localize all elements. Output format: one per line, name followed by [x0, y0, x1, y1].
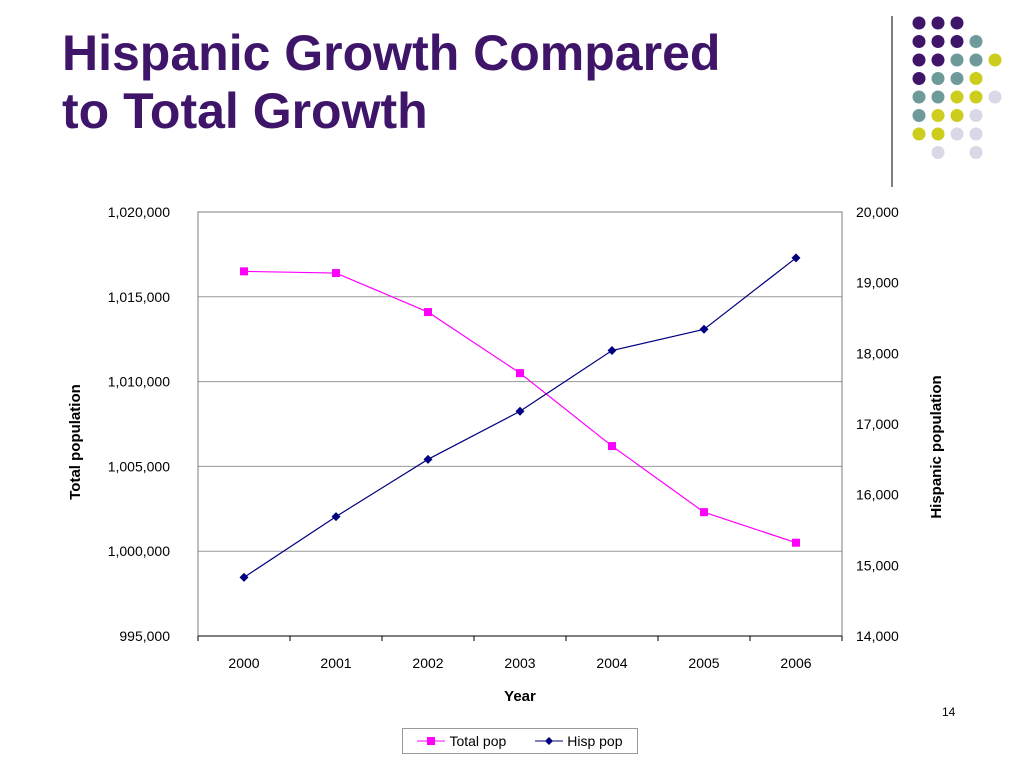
decor-dot	[912, 90, 926, 104]
decor-dot	[950, 127, 964, 141]
decor-dot	[950, 90, 964, 104]
series-line-hisp-pop	[243, 257, 797, 578]
data-point-total-pop	[332, 269, 340, 278]
decor-dot	[931, 146, 945, 159]
data-point-hisp-pop	[791, 253, 801, 263]
data-point-hisp-pop	[331, 512, 341, 522]
decor-dot	[931, 109, 945, 122]
data-point-total-pop	[700, 508, 708, 517]
x-tick-label: 2001	[320, 655, 351, 671]
decor-dot	[912, 35, 926, 48]
x-tick-label: 2006	[780, 655, 811, 671]
decor-dot	[988, 53, 1002, 67]
decor-dot	[931, 16, 945, 30]
title-divider	[891, 16, 893, 187]
legend-label-total-pop: Total pop	[449, 733, 507, 749]
decor-dot	[969, 146, 983, 159]
decor-dot	[931, 35, 945, 48]
title-line-1: Hispanic Growth Compared	[62, 25, 721, 81]
decor-dot	[988, 90, 1002, 104]
decor-dot	[969, 127, 983, 141]
title-line-2: to Total Growth	[62, 83, 428, 139]
decor-dot	[912, 53, 926, 67]
decor-dot	[969, 90, 983, 104]
data-point-total-pop	[516, 369, 524, 378]
x-tick-label: 2004	[596, 655, 627, 671]
y-axis-title: Total population	[67, 384, 84, 500]
data-point-hisp-pop	[515, 406, 525, 416]
data-point-hisp-pop	[699, 324, 709, 334]
decor-dot	[950, 109, 964, 122]
y2-axis-title: Hispanic population	[928, 375, 945, 518]
x-tick-label: 2000	[228, 655, 259, 671]
x-tick-label: 2005	[688, 655, 719, 671]
y2-tick-label: 16,000	[856, 487, 899, 503]
y2-tick-label: 14,000	[856, 628, 899, 644]
y2-tick-label: 19,000	[856, 275, 899, 291]
decor-dot	[950, 72, 964, 85]
legend-marker-diamond	[535, 737, 564, 745]
slide-title: Hispanic Growth Compared to Total Growth	[62, 24, 862, 140]
decor-dot	[931, 53, 945, 67]
decor-dot	[912, 72, 926, 85]
y-tick-label: 995,000	[119, 628, 170, 644]
y2-tick-label: 20,000	[856, 204, 899, 220]
decor-dot	[969, 35, 983, 48]
data-point-total-pop	[424, 308, 432, 317]
decor-dot	[912, 16, 926, 30]
y2-tick-label: 18,000	[856, 345, 899, 361]
legend-item-hisp-pop: Hisp pop	[535, 733, 623, 749]
data-point-hisp-pop	[607, 346, 617, 356]
y-tick-label: 1,010,000	[108, 374, 170, 390]
decor-dot	[931, 90, 945, 104]
legend-marker-square	[417, 737, 446, 745]
x-axis-title: Year	[504, 688, 536, 705]
data-point-hisp-pop	[423, 454, 433, 464]
y2-tick-label: 15,000	[856, 557, 899, 573]
decor-dot	[969, 109, 983, 122]
decor-dot	[912, 109, 926, 122]
decor-dot	[950, 35, 964, 48]
x-tick-label: 2003	[504, 655, 535, 671]
y2-tick-label: 17,000	[856, 416, 899, 432]
chart-legend: Total pop Hisp pop	[402, 728, 638, 754]
data-point-hisp-pop	[239, 572, 249, 582]
decor-dot	[969, 53, 983, 67]
slide-number: 14	[942, 705, 956, 719]
decor-dot	[950, 53, 964, 67]
y-tick-label: 1,005,000	[108, 458, 170, 474]
legend-item-total-pop: Total pop	[417, 733, 506, 749]
x-tick-label: 2002	[412, 655, 443, 671]
decor-dot	[912, 127, 926, 141]
y-tick-label: 1,020,000	[108, 204, 170, 220]
decor-dot	[931, 127, 945, 141]
y-tick-label: 1,000,000	[108, 543, 170, 559]
decor-dot	[950, 16, 964, 30]
legend-label-hisp-pop: Hisp pop	[567, 733, 623, 749]
data-point-total-pop	[608, 442, 616, 451]
plot-area	[197, 211, 843, 637]
decorative-dot-pattern	[912, 16, 1002, 159]
y-tick-label: 1,015,000	[108, 289, 170, 305]
data-point-total-pop	[792, 538, 800, 547]
decor-dot	[931, 72, 945, 85]
data-point-total-pop	[240, 267, 248, 276]
decor-dot	[969, 72, 983, 85]
